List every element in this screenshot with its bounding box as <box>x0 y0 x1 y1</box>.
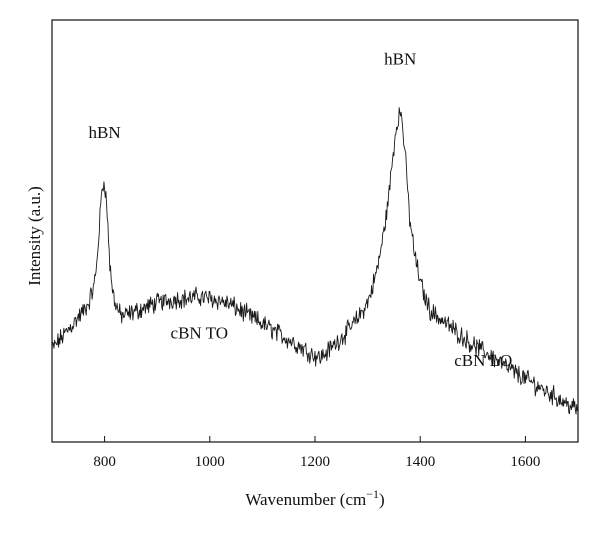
x-axis-label: Wavenumber (cm−1) <box>245 487 384 509</box>
y-axis-label: Intensity (a.u.) <box>25 186 44 286</box>
x-tick-label: 800 <box>93 454 116 470</box>
spectrum-line <box>51 107 579 415</box>
x-tick-label: 1200 <box>300 454 330 470</box>
x-tick-label: 1400 <box>405 454 435 470</box>
plot-frame <box>51 19 579 443</box>
x-axis-ticks: 800 1000 1200 1400 1600 <box>93 436 540 470</box>
peak-annotation: cBN LO <box>454 351 512 370</box>
x-tick-label: 1600 <box>510 454 540 470</box>
peak-annotation: hBN <box>384 49 416 68</box>
series-layer <box>51 107 579 415</box>
x-tick-label: 1000 <box>195 454 225 470</box>
peak-annotation: cBN TO <box>171 324 228 343</box>
peak-annotation: hBN <box>89 123 121 142</box>
annotations: hBN hBN cBN TO cBN LO <box>89 49 513 370</box>
